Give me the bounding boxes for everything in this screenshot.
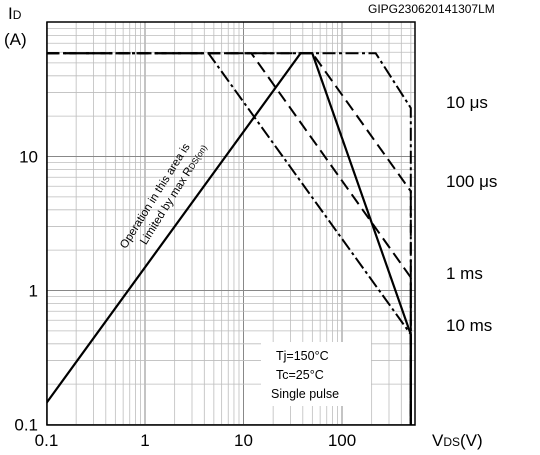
- conditions-box: [261, 342, 371, 406]
- x-axis-label: VDS(V): [432, 431, 483, 450]
- condition-pulse: Single pulse: [271, 387, 339, 401]
- series-labels: 10 μs 100 μs 1 ms 10 ms: [446, 93, 497, 335]
- y-axis-label: ID: [8, 4, 22, 23]
- x-tick-label: 0.1: [35, 431, 59, 450]
- series-line-rds-on-limit: [47, 52, 412, 425]
- y-axis-unit: (A): [4, 30, 27, 49]
- series-label: 100 μs: [446, 172, 497, 191]
- x-tick-label: 100: [328, 431, 356, 450]
- series-label: 10 ms: [446, 316, 492, 335]
- plot-frame: [46, 21, 416, 426]
- condition-tj: Tj=150°C: [276, 349, 329, 363]
- y-tick-label: 1: [29, 282, 38, 301]
- curves: [47, 52, 412, 425]
- y-tick-label: 10: [19, 148, 38, 167]
- series-line-1-ms: [47, 52, 412, 425]
- y-tick-label: 0.1: [14, 416, 38, 435]
- x-tick-labels: 0.1 1 10 100: [35, 431, 357, 450]
- figure-id: GIPG230620141307LM: [368, 2, 495, 16]
- series-label: 10 μs: [446, 93, 488, 112]
- condition-tc: Tc=25°C: [276, 368, 324, 382]
- y-tick-labels: 0.1 1 10: [14, 148, 38, 435]
- x-tick-label: 1: [140, 431, 149, 450]
- series-label: 1 ms: [446, 264, 483, 283]
- x-tick-label: 10: [234, 431, 253, 450]
